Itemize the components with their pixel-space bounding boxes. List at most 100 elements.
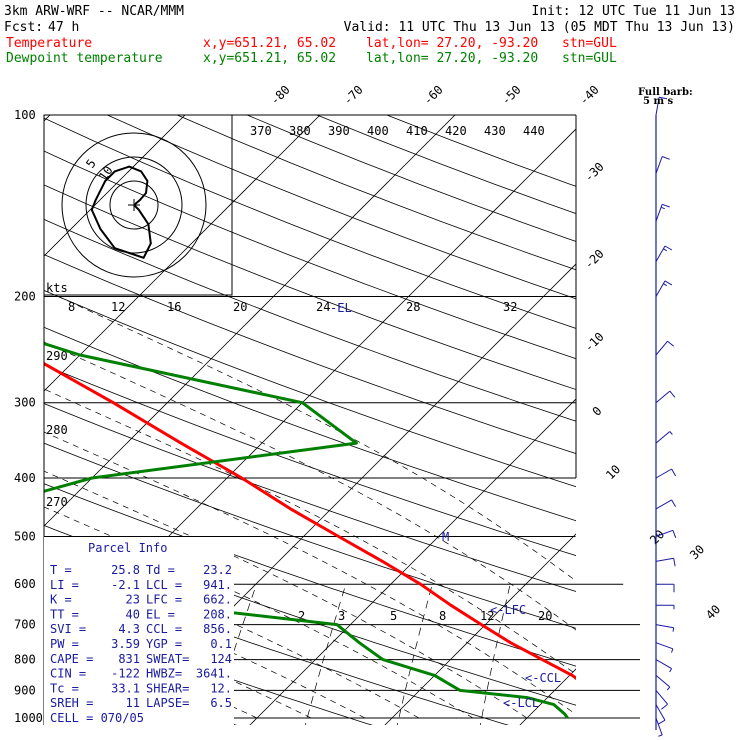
theta-e-label: 8 bbox=[68, 300, 75, 314]
dewpoint-legend: Dewpoint temperature bbox=[6, 51, 163, 66]
wind-barb bbox=[655, 557, 674, 562]
forecast-label: Fcst: bbox=[4, 20, 43, 35]
parcel-value: 662. bbox=[203, 593, 232, 607]
hodograph-ring bbox=[61, 132, 207, 278]
dry-adiabat-line bbox=[44, 184, 576, 390]
isotherm-label: 30 bbox=[687, 542, 707, 562]
temperature-xy: x,y=651.21, 65.02 bbox=[203, 36, 336, 51]
wind-barb-flag bbox=[664, 280, 673, 286]
theta-label: 420 bbox=[445, 124, 467, 138]
parcel-value: 23 bbox=[126, 593, 140, 607]
wind-barb bbox=[655, 499, 672, 510]
wind-barb-flag bbox=[669, 390, 676, 398]
dry-adiabat-line bbox=[44, 290, 576, 488]
wind-barb-flag bbox=[672, 627, 675, 632]
dry-adiabat-line bbox=[316, 115, 576, 215]
pressure-tick-label: 100 bbox=[14, 108, 36, 122]
isotherm-label: -20 bbox=[582, 247, 607, 272]
wind-barb-flag bbox=[660, 206, 665, 210]
theta-e-label: 16 bbox=[167, 300, 181, 314]
mixing-ratio-line bbox=[589, 584, 613, 731]
ccl-marker: <-CCL bbox=[525, 671, 561, 685]
dry-adiabat-label: 270 bbox=[46, 495, 68, 509]
wind-barb bbox=[655, 390, 671, 404]
wind-barb-flag bbox=[671, 499, 677, 508]
mixing-ratio-label: 8 bbox=[439, 609, 446, 623]
pressure-tick-label: 200 bbox=[14, 290, 36, 304]
wind-barb-flag bbox=[658, 734, 663, 737]
parcel-value: 11 bbox=[126, 696, 140, 710]
wind-barb-flag bbox=[673, 558, 676, 567]
parcel-value: -2.1 bbox=[111, 578, 140, 592]
wind-barb bbox=[655, 642, 674, 650]
isotherm-line bbox=[44, 115, 321, 392]
parcel-value: 208. bbox=[203, 607, 232, 621]
dry-adiabat-line bbox=[44, 326, 576, 522]
parcel-title: Parcel Info bbox=[88, 541, 167, 555]
parcel-value: 856. bbox=[203, 622, 232, 636]
isotherm-line bbox=[519, 668, 576, 725]
dry-adiabat-line bbox=[44, 218, 576, 422]
wind-barb-flag bbox=[666, 686, 671, 691]
wind-barb bbox=[655, 529, 674, 537]
wind-barb-flag bbox=[663, 283, 668, 287]
parcel-value: 12. bbox=[210, 681, 232, 695]
dry-adiabat-line bbox=[44, 403, 576, 592]
wind-barb bbox=[655, 717, 663, 736]
parcel-label: SHEAR= bbox=[146, 681, 189, 695]
parcel-label: T = bbox=[50, 563, 72, 577]
wind-barb-flag bbox=[662, 156, 670, 160]
pressure-tick-label: 900 bbox=[14, 683, 36, 697]
wind-barb-flag bbox=[672, 530, 677, 538]
dry-adiabat-line bbox=[246, 115, 576, 242]
dry-adiabat-line bbox=[386, 115, 576, 187]
isotherm-label: -40 bbox=[577, 83, 602, 108]
theta-label: 370 bbox=[250, 124, 272, 138]
pressure-tick-label: 300 bbox=[14, 396, 36, 410]
valid-time: Valid: 11 UTC Thu 13 Jun 13 (05 MDT Thu … bbox=[344, 20, 735, 35]
wind-barb bbox=[655, 704, 666, 721]
parcel-value: 33.1 bbox=[111, 681, 140, 695]
lfc-marker: <-LFC bbox=[490, 603, 526, 617]
hodograph-frame bbox=[43, 114, 233, 296]
m-marker: M bbox=[442, 530, 449, 544]
pressure-tick-label: 500 bbox=[14, 529, 36, 543]
wind-barb-flag bbox=[657, 719, 666, 725]
wind-barb bbox=[655, 245, 666, 262]
theta-e-label: 28 bbox=[406, 300, 420, 314]
parcel-value: 124 bbox=[210, 652, 232, 666]
parcel-label: PW = bbox=[50, 637, 79, 651]
parcel-value: 3.59 bbox=[111, 637, 140, 651]
wind-barb-flag bbox=[662, 203, 670, 208]
mixing-ratio-line bbox=[396, 584, 433, 725]
parcel-value: 6.5 bbox=[210, 696, 232, 710]
mixing-ratio-label: 20 bbox=[538, 609, 552, 623]
hodograph-ring-label-5: 5 bbox=[83, 157, 99, 171]
parcel-label: SVI = bbox=[50, 622, 86, 636]
isotherm-label: -60 bbox=[421, 83, 446, 108]
mixing-ratio-line bbox=[305, 584, 347, 725]
wind-barb bbox=[655, 156, 663, 174]
hodograph-ring bbox=[109, 180, 159, 230]
wind-barb-flag bbox=[661, 703, 668, 710]
init-time: Init: 12 UTC Tue 11 Jun 13 bbox=[532, 4, 736, 19]
wind-barb-flag bbox=[669, 431, 673, 435]
parcel-label: YGP = bbox=[146, 637, 182, 651]
wind-barb-flag bbox=[667, 340, 675, 347]
wind-barb-flag bbox=[664, 245, 673, 251]
parcel-label: CIN = bbox=[50, 667, 86, 681]
dewpoint-stn: stn=GUL bbox=[562, 51, 617, 66]
isotherm-label: 20 bbox=[647, 527, 667, 547]
theta-e-label: 32 bbox=[503, 300, 517, 314]
barb-key-line2: 5 m s bbox=[643, 96, 674, 107]
hodograph-ring bbox=[85, 156, 183, 254]
parcel-label: K = bbox=[50, 593, 72, 607]
wind-barb bbox=[655, 675, 671, 688]
wind-barb bbox=[655, 340, 668, 356]
theta-label: 440 bbox=[523, 124, 545, 138]
theta-label: 410 bbox=[406, 124, 428, 138]
isotherm-label: 40 bbox=[703, 602, 723, 622]
isotherm-label: -70 bbox=[341, 83, 366, 108]
barb-key-line1: Full barb: bbox=[638, 87, 693, 98]
wind-barb-flag bbox=[671, 648, 674, 653]
